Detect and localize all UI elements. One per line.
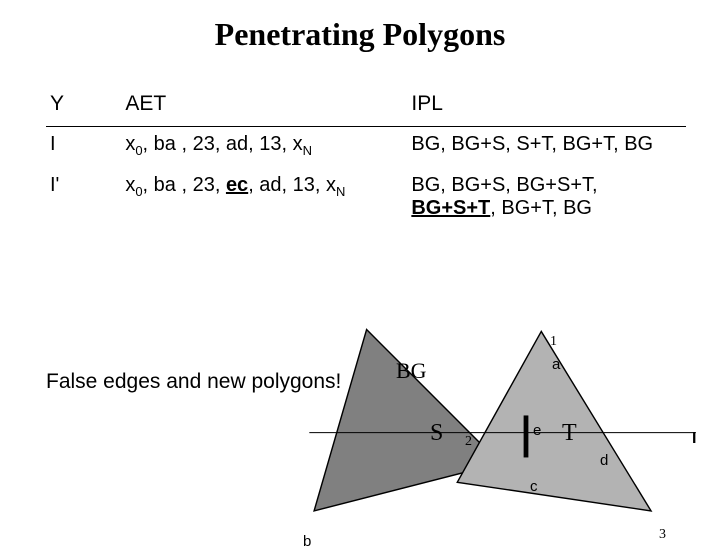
label-i: I	[692, 430, 696, 448]
col-header-y: Y	[46, 86, 121, 127]
false-edges-caption: False edges and new polygons!	[46, 370, 341, 394]
label-2: 2	[465, 434, 472, 450]
label-s: S	[430, 420, 443, 447]
cell-y-1: I'	[46, 168, 121, 230]
slide-title: Penetrating Polygons	[0, 16, 720, 53]
table-header-row: Y AET IPL	[46, 86, 686, 127]
label-e: e	[533, 422, 541, 439]
polygon-svg	[300, 320, 710, 530]
label-3: 3	[659, 527, 666, 543]
cell-ipl-0: BG, BG+S, S+T, BG+T, BG	[407, 127, 686, 169]
label-b: b	[303, 533, 311, 550]
label-d: d	[600, 452, 608, 469]
col-header-ipl: IPL	[407, 86, 686, 127]
polygon-figure: BG S T 1 2 3 a b c d e I	[300, 320, 710, 530]
label-a: a	[552, 356, 560, 373]
aet-ipl-table: Y AET IPL I x0, ba , 23, ad, 13, xN BG, …	[46, 86, 686, 230]
label-bg: BG	[396, 358, 427, 384]
label-c: c	[530, 478, 538, 495]
label-1: 1	[550, 334, 557, 350]
table-row: I' x0, ba , 23, ec, ad, 13, xN BG, BG+S,…	[46, 168, 686, 230]
table-row: I x0, ba , 23, ad, 13, xN BG, BG+S, S+T,…	[46, 127, 686, 169]
cell-aet-1: x0, ba , 23, ec, ad, 13, xN	[121, 168, 407, 230]
col-header-aet: AET	[121, 86, 407, 127]
cell-ipl-1: BG, BG+S, BG+S+T, BG+S+T, BG+T, BG	[407, 168, 686, 230]
cell-y-0: I	[46, 127, 121, 169]
cell-aet-0: x0, ba , 23, ad, 13, xN	[121, 127, 407, 169]
label-t: T	[562, 420, 577, 447]
